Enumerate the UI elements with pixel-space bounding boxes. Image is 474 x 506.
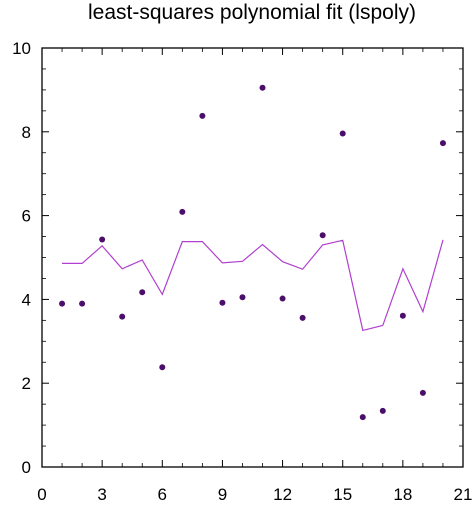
data-point xyxy=(259,84,266,91)
data-point xyxy=(159,364,166,371)
data-point xyxy=(179,208,186,215)
x-tick-label: 15 xyxy=(333,485,352,504)
y-tick-label: 6 xyxy=(22,207,31,226)
data-point xyxy=(239,294,246,301)
data-point xyxy=(319,232,326,239)
x-tick-label: 3 xyxy=(97,485,106,504)
y-tick-label: 4 xyxy=(22,290,31,309)
y-tick-label: 0 xyxy=(22,458,31,477)
y-tick-label: 10 xyxy=(12,39,31,58)
data-point xyxy=(59,300,66,307)
data-point xyxy=(139,289,146,296)
data-point xyxy=(119,313,126,320)
x-tick-label: 6 xyxy=(158,485,167,504)
fit-line xyxy=(62,239,444,332)
data-point xyxy=(419,389,426,396)
data-point xyxy=(339,130,346,137)
data-point xyxy=(99,236,106,243)
data-point xyxy=(299,314,306,321)
data-point xyxy=(79,300,86,307)
data-point xyxy=(219,299,226,306)
x-tick-label: 0 xyxy=(37,485,46,504)
data-point xyxy=(439,140,446,147)
y-tick-label: 8 xyxy=(22,123,31,142)
chart-title: least-squares polynomial fit (lspoly) xyxy=(88,1,416,24)
tick-labels-layer: 0 3 6 9 12 15 18 21 0 2 4 6 8 10 xyxy=(12,39,472,504)
data-points-layer xyxy=(59,84,446,421)
axes xyxy=(41,47,464,468)
plot-frame xyxy=(41,47,464,468)
x-tick-label: 21 xyxy=(454,485,473,504)
data-point xyxy=(399,312,406,319)
data-point xyxy=(279,295,286,302)
y-tick-label: 2 xyxy=(22,374,31,393)
x-tick-label: 18 xyxy=(393,485,412,504)
x-tick-label: 9 xyxy=(218,485,227,504)
x-tick-label: 12 xyxy=(273,485,292,504)
fit-line-layer xyxy=(62,239,444,332)
data-point xyxy=(379,407,386,414)
data-point xyxy=(359,414,366,421)
data-point xyxy=(199,112,206,119)
